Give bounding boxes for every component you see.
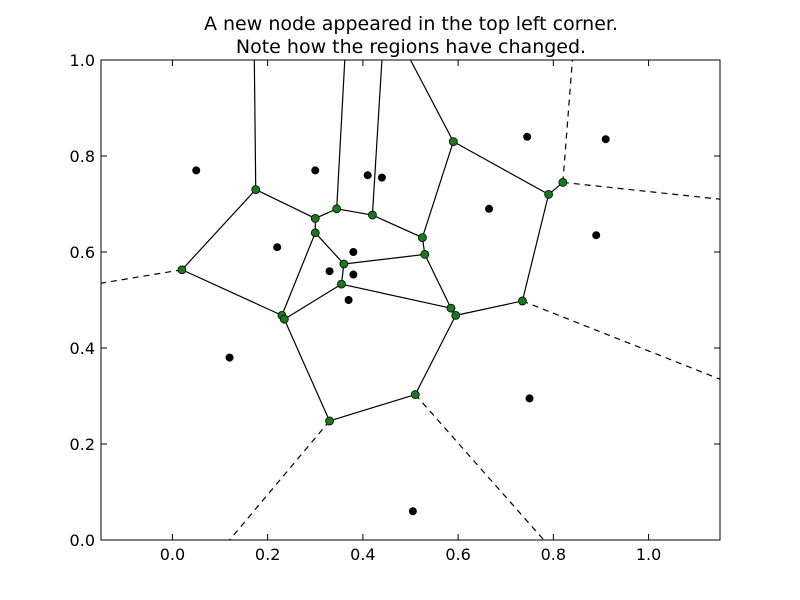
voronoi-vertex — [177, 265, 187, 275]
voronoi-edge — [341, 283, 452, 309]
data-point — [363, 171, 372, 180]
voronoi-edge — [336, 208, 373, 216]
data-point — [273, 243, 282, 252]
voronoi-ray — [522, 300, 720, 380]
voronoi-vertex — [418, 233, 427, 243]
voronoi-edge — [372, 214, 423, 239]
data-point — [311, 166, 320, 175]
voronoi-vertex — [310, 213, 320, 223]
x-tick-label: 0.8 — [541, 545, 566, 564]
voronoi-vertex — [332, 204, 342, 214]
data-point — [485, 204, 494, 213]
voronoi-edge — [453, 141, 549, 195]
y-tick-label: 0.2 — [70, 435, 95, 454]
voronoi-vertex — [279, 314, 289, 324]
y-tick-label: 0.8 — [70, 147, 95, 166]
voronoi-ray — [414, 394, 545, 540]
voronoi-edge — [181, 189, 257, 271]
voronoi-vertex — [368, 210, 377, 220]
data-point — [592, 231, 601, 240]
voronoi-edge — [371, 60, 383, 216]
voronoi-vertex — [339, 259, 349, 269]
voronoi-edge — [343, 253, 425, 265]
voronoi-edge — [181, 269, 283, 316]
voronoi-vertex — [251, 185, 261, 195]
data-point — [377, 173, 386, 182]
data-point — [523, 132, 532, 141]
plot-frame — [100, 59, 721, 541]
voronoi-edge — [253, 60, 257, 190]
voronoi-vertex — [420, 249, 430, 259]
voronoi-ray — [562, 181, 720, 200]
voronoi-edge — [314, 232, 345, 265]
data-point — [408, 507, 417, 516]
voronoi-edge — [409, 60, 454, 142]
data-point — [325, 267, 334, 276]
voronoi-vertex — [325, 416, 334, 426]
plot-area — [101, 60, 720, 540]
chart-title-line-1: A new node appeared in the top left corn… — [204, 13, 618, 35]
y-tick-label: 0.4 — [70, 339, 95, 358]
voronoi-edge — [283, 318, 331, 422]
x-tick-label: 0.0 — [160, 545, 185, 564]
y-tick-label: 0.0 — [70, 531, 95, 550]
data-points — [192, 132, 610, 516]
voronoi-vertex — [517, 296, 527, 306]
voronoi-vertex — [451, 310, 461, 320]
voronoi-rays — [101, 60, 720, 540]
voronoi-vertex — [337, 279, 346, 289]
x-tick-label: 0.6 — [445, 545, 470, 564]
y-axis: 0.0 0.2 0.4 0.6 0.8 1.0 — [70, 51, 720, 550]
voronoi-ray — [229, 420, 331, 540]
voronoi-edge — [421, 141, 454, 238]
voronoi-edge — [336, 60, 346, 209]
voronoi-edge — [284, 283, 342, 320]
voronoi-vertex — [446, 303, 456, 313]
data-point — [225, 353, 234, 362]
data-point — [344, 296, 353, 304]
voronoi-vertices — [177, 137, 568, 426]
data-point — [349, 270, 358, 279]
voronoi-edge — [329, 393, 416, 422]
voronoi-vertex — [448, 137, 458, 147]
data-point — [349, 248, 358, 256]
voronoi-edge — [255, 189, 316, 219]
y-tick-label: 0.6 — [70, 243, 95, 262]
voronoi-ray — [101, 269, 183, 284]
x-tick-label: 0.2 — [255, 545, 280, 564]
voronoi-ray — [562, 60, 573, 183]
voronoi-edges — [181, 60, 564, 422]
voronoi-edge — [521, 194, 550, 302]
chart-title-line-2: Note how the regions have changed. — [236, 36, 586, 58]
x-axis: 0.0 0.2 0.4 0.6 0.8 1.0 — [160, 60, 661, 564]
voronoi-vertex — [544, 189, 553, 199]
voronoi-edge — [281, 232, 316, 316]
x-tick-label: 1.0 — [636, 545, 661, 564]
voronoi-vertex — [410, 390, 420, 399]
voronoi-edge — [424, 254, 452, 309]
y-tick-label: 1.0 — [70, 51, 95, 70]
data-point — [192, 166, 201, 175]
data-point — [525, 394, 534, 403]
voronoi-edge — [455, 300, 523, 316]
data-point — [601, 135, 610, 144]
voronoi-vertex — [558, 177, 568, 187]
voronoi-vertex — [310, 228, 320, 238]
voronoi-edge — [414, 315, 457, 395]
x-tick-label: 0.4 — [350, 545, 375, 564]
